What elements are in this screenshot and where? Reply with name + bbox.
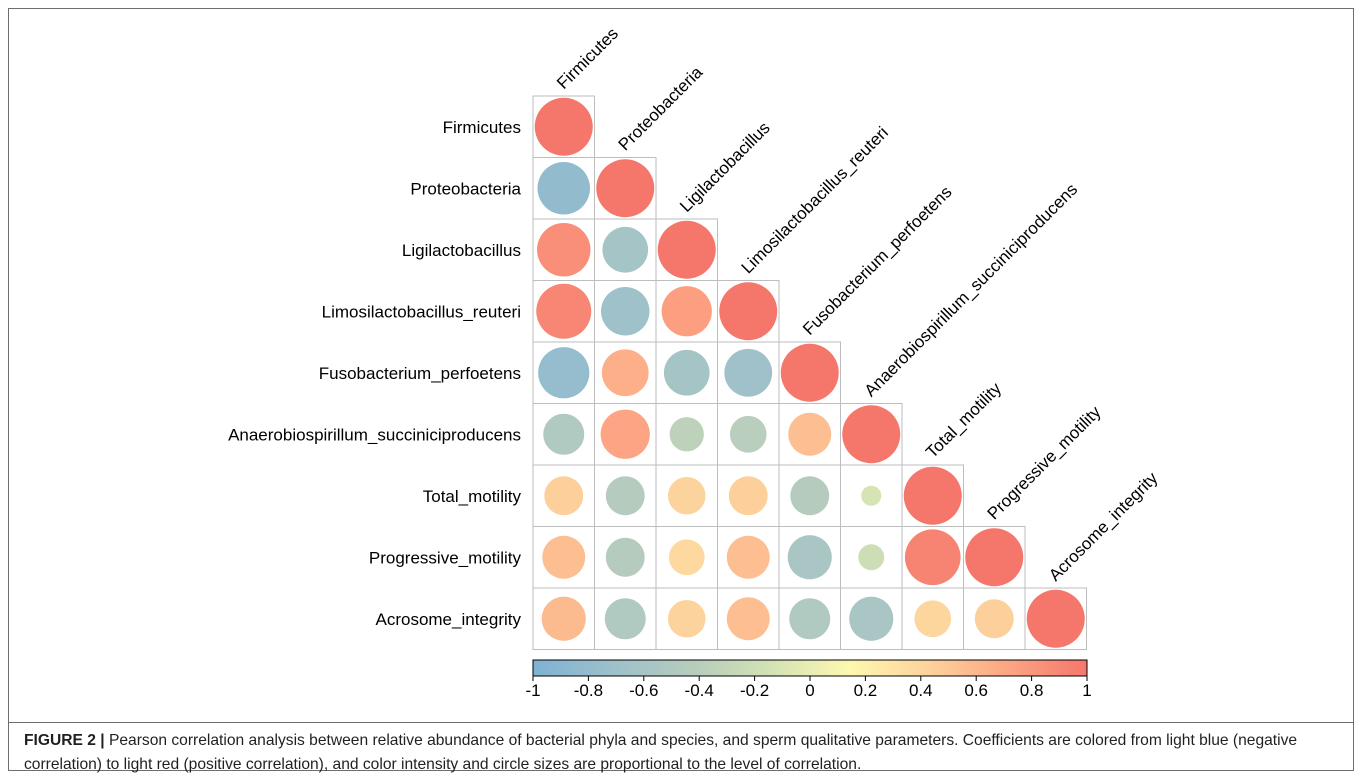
correlation-circle: [1026, 589, 1085, 648]
correlation-circle: [861, 485, 882, 506]
correlation-circle: [780, 343, 839, 402]
correlation-circle: [605, 476, 645, 516]
colorbar-tick-label: 1: [1082, 681, 1091, 700]
correlation-circle: [601, 349, 649, 397]
row-label: Anaerobiospirillum_succiniciproducens: [228, 425, 521, 444]
correlation-circle: [724, 348, 773, 397]
correlation-circle: [726, 597, 770, 641]
colorbar-tick-label: 0.2: [854, 681, 878, 700]
correlation-circle: [789, 598, 831, 640]
correlation-circle: [544, 476, 584, 516]
row-label: Total_motility: [423, 487, 522, 506]
cell-6-3: [717, 464, 780, 527]
correlation-circle: [600, 286, 650, 336]
correlation-circle: [914, 600, 952, 638]
correlation-circle: [788, 412, 832, 456]
caption-label: FIGURE 2 |: [24, 732, 105, 749]
column-label: Firmicutes: [553, 24, 622, 93]
column-label: Anaerobiospirillum_succiniciproducens: [861, 180, 1082, 401]
correlation-circle: [663, 349, 710, 396]
correlation-circle: [965, 528, 1024, 587]
colorbar-tick-label: -0.8: [574, 681, 603, 700]
colorbar-tick-label: 0: [805, 681, 814, 700]
colorbar-tick-label: 0.8: [1020, 681, 1044, 700]
colorbar-tick-label: -0.4: [685, 681, 714, 700]
row-label: Firmicutes: [443, 118, 521, 137]
correlation-circle: [719, 282, 778, 341]
correlation-circle: [541, 596, 586, 641]
colorbar-tick-label: -0.2: [740, 681, 769, 700]
correlation-circle: [536, 283, 592, 339]
column-label: Total_motility: [922, 379, 1005, 462]
column-label: Limosilactobacillus_reuteri: [738, 123, 892, 277]
colorbar-tick-label: -0.6: [629, 681, 658, 700]
row-label: Progressive_motility: [369, 548, 522, 567]
correlation-circle: [842, 405, 901, 464]
correlation-cells: [532, 95, 1087, 650]
correlation-circle: [538, 347, 590, 399]
correlation-circle: [537, 161, 591, 215]
correlation-circle: [661, 286, 712, 337]
column-label: Proteobacteria: [615, 62, 707, 154]
column-label: Progressive_motility: [984, 402, 1105, 523]
row-label: Ligilactobacillus: [402, 241, 521, 260]
correlation-circle: [667, 599, 706, 638]
correlation-circle: [534, 97, 593, 156]
correlation-circle: [668, 539, 705, 576]
caption-text: Pearson correlation analysis between rel…: [24, 732, 1298, 773]
column-label: Ligilactobacillus: [676, 118, 774, 216]
correlation-circle: [600, 409, 650, 459]
correlation-circle: [726, 535, 770, 579]
correlation-circle: [537, 223, 591, 277]
correlation-circle: [605, 537, 645, 577]
row-label: Fusobacterium_perfoetens: [319, 364, 521, 383]
correlation-circle: [787, 535, 832, 580]
correlation-circle: [657, 220, 716, 279]
row-label: Proteobacteria: [410, 179, 521, 198]
colorbar-gradient: [532, 659, 1088, 677]
correlation-circle: [790, 476, 830, 516]
colorbar-tick-label: 0.4: [909, 681, 933, 700]
correlation-circle: [858, 544, 885, 571]
color-legend: -1 -0.8 -0.6 -0.4 -0.2 0 0.2 0.4 0.6 0.8 1: [525, 659, 1092, 700]
correlation-circle: [903, 466, 962, 525]
row-label: Limosilactobacillus_reuteri: [322, 302, 521, 321]
correlation-circle: [669, 417, 704, 452]
correlation-circle: [602, 226, 649, 273]
colorbar-tick-label: -1: [525, 681, 540, 700]
column-label: Acrosome_integrity: [1045, 468, 1162, 585]
correlation-circle: [604, 598, 646, 640]
correlation-circle: [667, 476, 706, 515]
row-label: Acrosome_integrity: [375, 610, 521, 629]
row-labels: Firmicutes Proteobacteria Ligilactobacillu…: [228, 118, 521, 629]
correlation-circle: [728, 476, 768, 516]
correlation-circle: [729, 415, 767, 453]
correlation-circle: [974, 599, 1014, 639]
correlation-circle: [904, 529, 961, 586]
correlation-circle: [542, 535, 586, 579]
correlation-circle: [543, 413, 585, 455]
figure-caption: FIGURE 2 | Pearson correlation analysis …: [24, 729, 1340, 777]
correlation-circle: [596, 159, 655, 218]
correlation-circle: [849, 596, 894, 641]
correlation-plot: FirmicutesProteobacteriaLigilactobacillu…: [228, 24, 1162, 700]
colorbar-tick-label: 0.6: [964, 681, 988, 700]
